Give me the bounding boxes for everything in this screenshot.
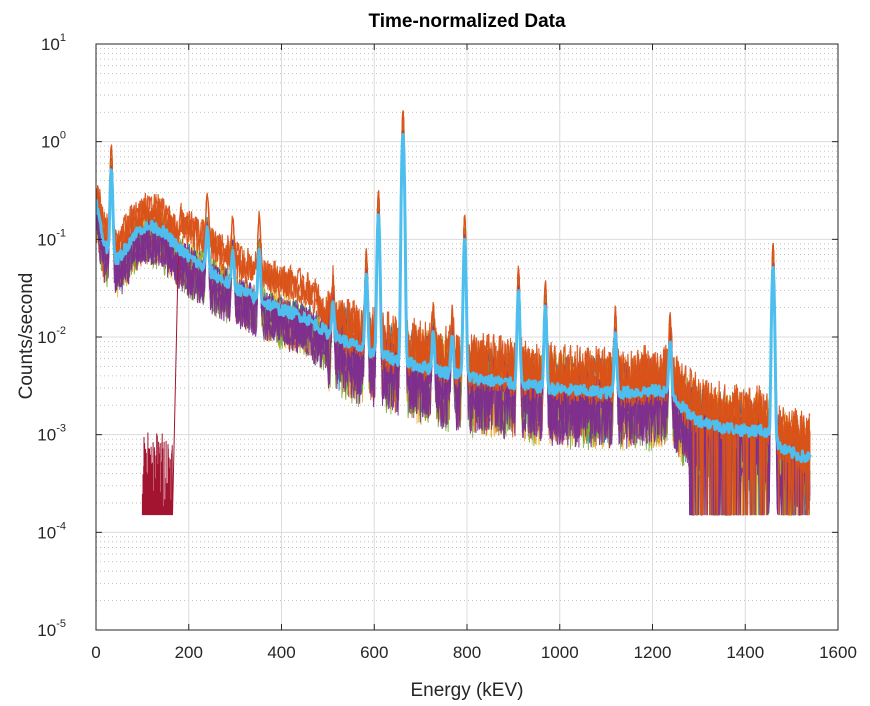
y-tick-label: 10-3 <box>37 423 66 445</box>
x-tick-label: 400 <box>267 643 295 662</box>
y-tick-label: 10-4 <box>37 520 66 542</box>
y-tick-label: 10-5 <box>37 618 66 640</box>
series-low-energy-line <box>141 246 179 516</box>
x-tick-label: 1600 <box>819 643 857 662</box>
x-tick-label: 0 <box>91 643 100 662</box>
x-tick-label: 600 <box>360 643 388 662</box>
data-series-group <box>96 110 812 516</box>
x-tick-label: 800 <box>453 643 481 662</box>
chart-title: Time-normalized Data <box>368 11 566 32</box>
y-tick-label: 10-2 <box>37 325 66 347</box>
plot-area <box>96 110 812 516</box>
series-upper-line <box>96 110 811 516</box>
x-tick-label: 1200 <box>634 643 672 662</box>
y-axis-ticks: 10-5 10-4 10-3 10-2 10-1 100 101 <box>37 32 838 640</box>
x-axis-ticks: 0 200 400 600 800 1000 1200 1400 1600 <box>91 44 857 662</box>
series-mean-line <box>96 133 812 464</box>
x-tick-label: 200 <box>175 643 203 662</box>
y-axis-label: Counts/second <box>16 273 37 400</box>
x-axis-label: Energy (kEV) <box>411 680 524 701</box>
x-tick-label: 1000 <box>541 643 579 662</box>
y-tick-label: 10-1 <box>37 227 66 249</box>
x-tick-label: 1400 <box>726 643 764 662</box>
y-tick-label: 100 <box>41 130 66 152</box>
y-tick-label: 101 <box>41 32 66 54</box>
